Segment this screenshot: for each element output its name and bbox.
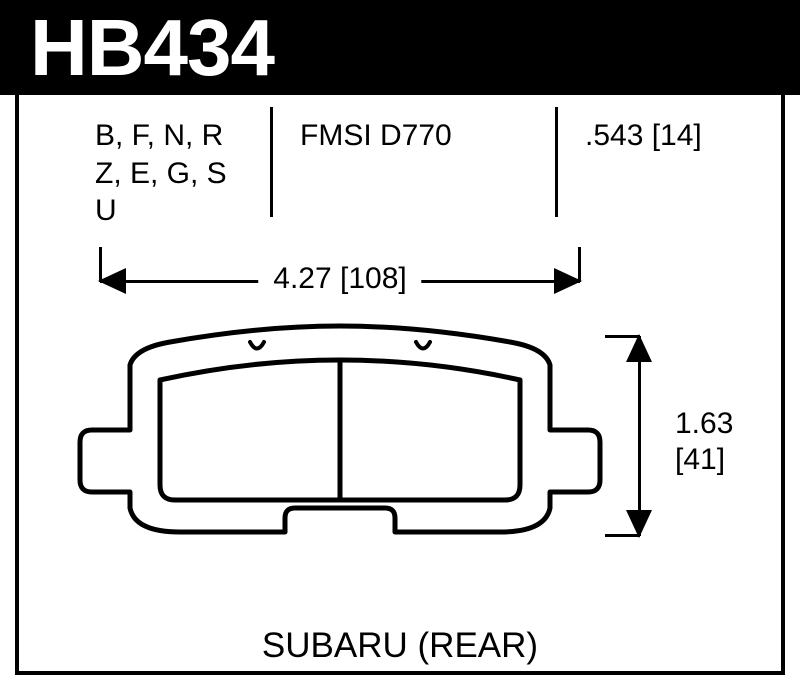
height-inches: 1.63 <box>675 407 733 440</box>
column-divider-1 <box>270 107 273 217</box>
compound-codes: B, F, N, R Z, E, G, S U <box>95 117 227 230</box>
height-dimension-label: 1.63 [41] <box>675 406 733 478</box>
arrow-up-icon <box>626 334 652 362</box>
thickness-value: .543 [14] <box>585 117 702 155</box>
spec-columns: B, F, N, R Z, E, G, S U FMSI D770 .543 [… <box>15 95 785 235</box>
arrow-right-icon <box>554 268 582 294</box>
fmsi-code: FMSI D770 <box>300 117 452 155</box>
height-dimension-line <box>638 336 641 536</box>
brake-pad-diagram <box>60 320 620 550</box>
column-divider-2 <box>555 107 558 217</box>
height-mm: [41] <box>675 443 725 476</box>
height-dimension: 1.63 [41] <box>620 336 660 536</box>
arrow-left-icon <box>98 268 126 294</box>
pad-nub-left <box>250 342 264 349</box>
arrow-down-icon <box>626 510 652 538</box>
pad-nub-right <box>416 342 430 349</box>
application-label: SUBARU (REAR) <box>0 626 800 666</box>
width-dimension: 4.27 [108] <box>100 262 580 302</box>
width-dimension-label: 4.27 [108] <box>258 262 421 296</box>
